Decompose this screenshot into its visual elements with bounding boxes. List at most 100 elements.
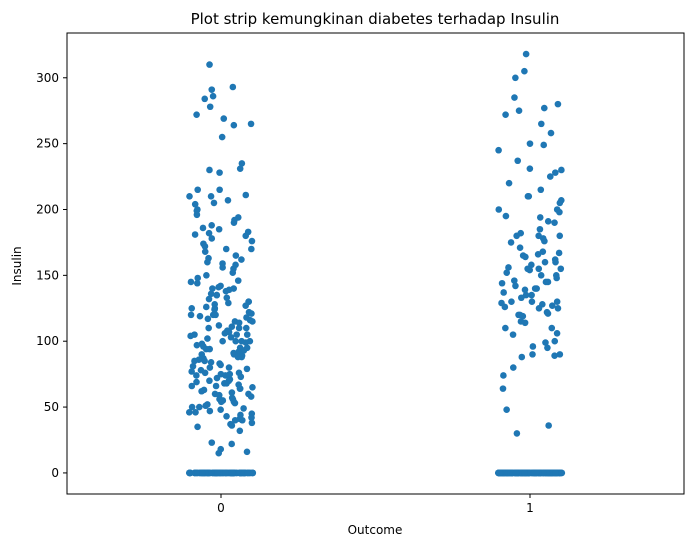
data-point-outcome-0-value-87 xyxy=(249,318,256,325)
data-point-outcome-0-value-158 xyxy=(228,389,236,396)
data-point-outcome-1-value-0 xyxy=(522,50,530,58)
data-point-outcome-1-value-12 xyxy=(495,146,502,154)
plot-frame xyxy=(66,32,685,495)
data-point-outcome-0-value-28 xyxy=(230,219,238,226)
data-point-outcome-0-value-178 xyxy=(192,409,199,416)
data-point-outcome-0-value-133 xyxy=(243,365,251,373)
data-point-outcome-0-value-76 xyxy=(211,306,218,313)
data-point-outcome-1-value-15 xyxy=(558,166,565,174)
data-point-outcome-0-value-185 xyxy=(239,416,246,424)
data-point-outcome-0-value-53 xyxy=(194,274,202,282)
data-point-outcome-1-value-67 xyxy=(528,291,535,299)
data-point-outcome-0-value-191 xyxy=(208,439,216,446)
data-point-outcome-0-value-78 xyxy=(248,310,255,317)
data-point-outcome-1-value-88 xyxy=(553,330,561,337)
data-point-outcome-0-value-167 xyxy=(217,398,225,406)
chart-title: Plot strip kemungkinan diabetes terhadap… xyxy=(191,10,560,28)
data-point-outcome-0-value-131 xyxy=(206,364,214,371)
data-point-outcome-0-value-11 xyxy=(238,160,246,167)
data-point-outcome-0-value-10 xyxy=(218,133,226,141)
data-point-outcome-0-value-2 xyxy=(208,86,216,93)
data-point-outcome-0-value-62 xyxy=(222,287,230,295)
data-point-outcome-1-value-72 xyxy=(553,298,561,306)
data-point-outcome-1-value-85 xyxy=(521,319,529,327)
data-point-outcome-1-value-92 xyxy=(529,343,537,350)
data-point-outcome-1-value-1 xyxy=(521,67,528,75)
data-point-outcome-1-value-21 xyxy=(525,193,533,200)
data-point-outcome-1-value-51 xyxy=(535,265,543,273)
data-point-outcome-1-value-83 xyxy=(519,312,527,320)
data-point-outcome-1-value-53 xyxy=(526,266,533,274)
data-point-outcome-0-value-5 xyxy=(206,103,214,111)
data-point-outcome-0-value-155 xyxy=(236,385,244,392)
data-point-outcome-0-value-91 xyxy=(243,324,250,332)
data-point-outcome-0-value-31 xyxy=(215,225,223,233)
data-point-outcome-1-value-101 xyxy=(503,406,510,414)
data-point-outcome-0-value-6 xyxy=(193,111,200,118)
data-point-outcome-0-value-188 xyxy=(228,422,236,429)
data-point-outcome-0-value-171 xyxy=(202,402,209,410)
y-tick-label-0: 0 xyxy=(51,466,59,480)
data-point-outcome-1-zero-230 xyxy=(540,469,547,477)
data-point-outcome-1-value-39 xyxy=(516,244,524,251)
data-point-outcome-0-value-18 xyxy=(207,193,215,200)
data-point-outcome-0-value-29 xyxy=(208,222,215,229)
data-point-outcome-0-value-114 xyxy=(206,345,213,353)
data-point-outcome-0-value-33 xyxy=(205,229,213,237)
y-axis-label: Insulin xyxy=(10,246,24,285)
data-point-outcome-1-value-16 xyxy=(552,169,559,176)
x-axis-label: Outcome xyxy=(348,523,403,537)
data-point-outcome-0-value-146 xyxy=(206,377,213,385)
data-point-outcome-0-zero-137 xyxy=(214,469,221,477)
data-point-outcome-0-value-136 xyxy=(201,369,209,377)
data-point-outcome-0-value-99 xyxy=(233,331,240,338)
data-point-outcome-0-value-73 xyxy=(202,303,210,311)
data-point-outcome-1-value-37 xyxy=(541,237,548,245)
data-point-outcome-1-value-38 xyxy=(507,239,515,246)
data-point-outcome-1-value-11 xyxy=(540,141,548,149)
data-point-outcome-0-value-125 xyxy=(191,357,198,365)
data-point-outcome-0-value-79 xyxy=(187,311,195,319)
data-point-outcome-0-value-25 xyxy=(193,211,201,219)
data-point-outcome-0-value-36 xyxy=(208,235,216,242)
data-point-outcome-0-value-3 xyxy=(209,92,217,100)
data-point-outcome-1-value-87 xyxy=(502,324,509,332)
data-point-outcome-0-value-102 xyxy=(204,335,211,342)
data-point-outcome-0-value-45 xyxy=(238,256,245,263)
data-point-outcome-0-value-14 xyxy=(216,169,223,176)
data-point-outcome-1-value-80 xyxy=(544,310,552,317)
data-point-outcome-1-value-62 xyxy=(512,282,519,290)
data-point-outcome-0-value-141 xyxy=(193,372,200,379)
data-point-outcome-0-value-12 xyxy=(236,165,244,172)
data-point-outcome-1-value-66 xyxy=(500,289,507,296)
data-point-outcome-0-value-20 xyxy=(224,196,232,204)
data-point-outcome-0-value-0 xyxy=(206,61,213,68)
data-point-outcome-0-value-70 xyxy=(225,299,232,307)
data-point-outcome-1-value-2 xyxy=(512,74,519,82)
data-point-outcome-1-value-50 xyxy=(557,265,565,273)
data-point-outcome-0-value-65 xyxy=(213,291,221,299)
data-point-outcome-0-value-175 xyxy=(217,406,224,414)
y-tick-label-2: 100 xyxy=(36,334,59,348)
data-point-outcome-1-zero-235 xyxy=(521,469,529,477)
data-point-outcome-0-value-186 xyxy=(248,419,256,427)
data-point-outcome-0-value-63 xyxy=(207,290,215,298)
data-point-outcome-0-value-41 xyxy=(248,245,255,253)
data-point-outcome-0-value-13 xyxy=(206,166,213,174)
data-point-outcome-1-value-3 xyxy=(511,94,518,101)
data-point-outcome-0-value-72 xyxy=(242,302,249,309)
y-tick-label-5: 250 xyxy=(36,137,59,151)
data-point-outcome-1-value-13 xyxy=(514,157,522,165)
data-point-outcome-0-value-194 xyxy=(243,448,251,456)
data-point-outcome-0-value-42 xyxy=(201,248,209,255)
data-point-outcome-1-value-31 xyxy=(536,225,544,233)
data-point-outcome-1-value-77 xyxy=(535,304,543,312)
data-point-outcome-0-value-132 xyxy=(225,364,233,371)
data-point-outcome-1-value-6 xyxy=(515,107,523,115)
data-point-outcome-1-value-94 xyxy=(529,351,536,358)
data-point-outcome-0-value-96 xyxy=(221,330,229,337)
data-point-outcome-0-value-100 xyxy=(187,332,194,340)
data-point-outcome-0-value-122 xyxy=(234,353,242,361)
data-point-outcome-1-value-7 xyxy=(502,111,509,118)
data-point-outcome-0-value-127 xyxy=(207,358,215,366)
